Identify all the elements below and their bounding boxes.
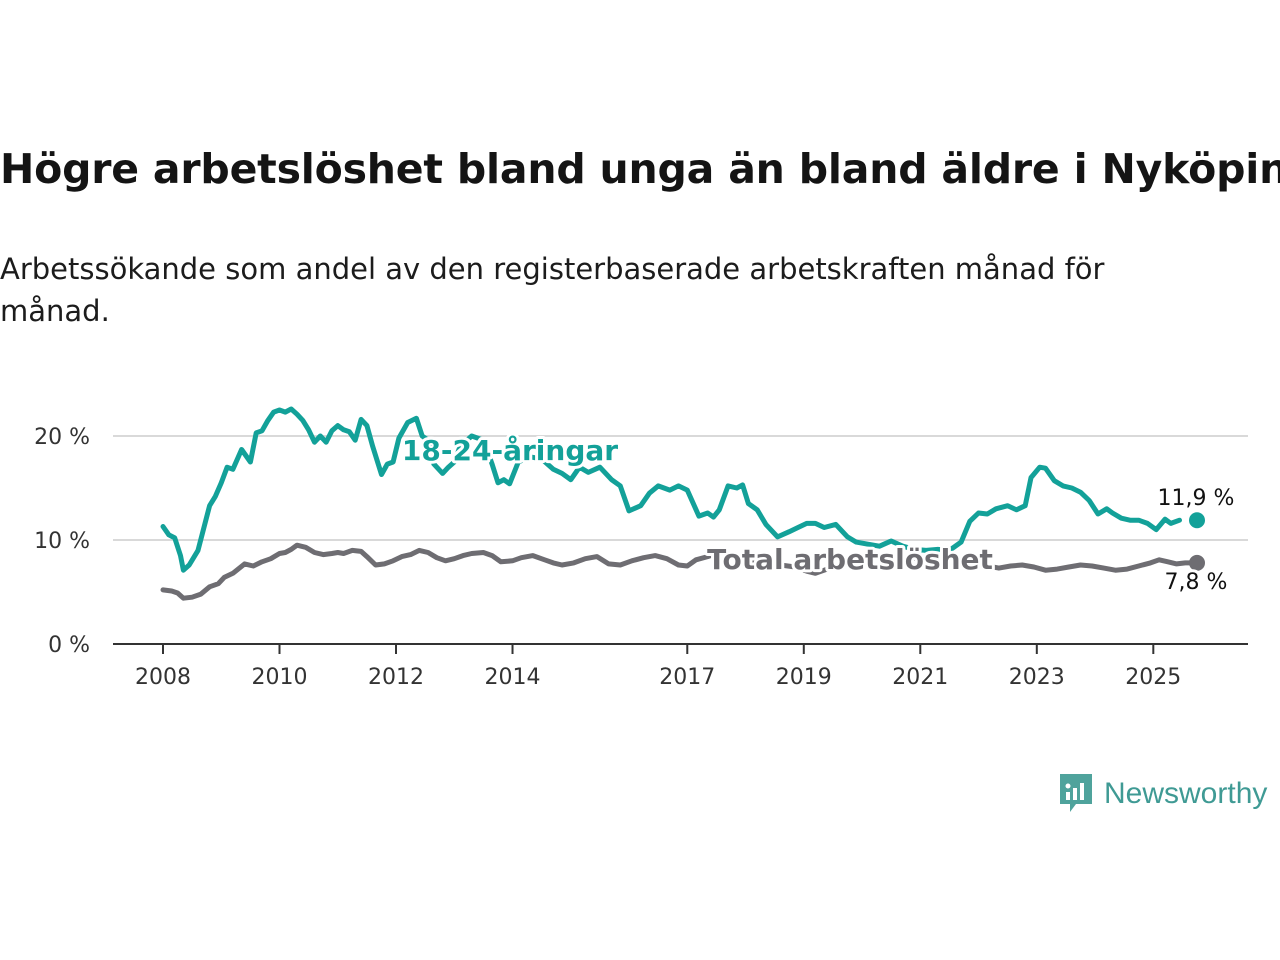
x-axis: 2008 2010 2012 2014 2017 2019 2021 2023 2025 xyxy=(113,643,1248,690)
end-label-youth: 11,9 % xyxy=(1158,486,1235,511)
series-label-total: Total arbetslöshet xyxy=(707,543,993,576)
x-tick-label: 2019 xyxy=(776,665,832,690)
end-label-total-halo: 7,8 % xyxy=(1165,570,1228,595)
end-label-youth-halo: 11,9 % xyxy=(1158,486,1235,511)
endpoint-youth xyxy=(1189,512,1205,529)
x-tick-label: 2017 xyxy=(659,665,715,690)
series-line-total xyxy=(160,542,1200,601)
x-tick-label: 2025 xyxy=(1125,665,1181,690)
series-label-total-halo: Total arbetslöshet xyxy=(707,543,993,576)
x-tick-label: 2023 xyxy=(1009,665,1065,690)
series-line-youth xyxy=(160,406,1182,573)
chart-title: Högre arbetslöshet bland unga än bland ä… xyxy=(0,145,1280,193)
gridlines xyxy=(113,435,1248,541)
y-axis-labels: 0 % 10 % 20 % xyxy=(34,425,90,658)
y-tick-label: 20 % xyxy=(34,425,90,450)
series-lines xyxy=(160,406,1200,601)
x-tick-label: 2021 xyxy=(892,665,948,690)
x-tick-label: 2014 xyxy=(485,665,541,690)
x-tick-label: 2010 xyxy=(252,665,308,690)
x-tick-label: 2008 xyxy=(135,665,191,690)
chart-subtitle: Arbetssökande som andel av den registerb… xyxy=(0,252,1105,328)
y-tick-label: 10 % xyxy=(34,529,90,554)
series-label-youth-halo: 18-24-åringar xyxy=(402,434,618,467)
newsworthy-logo[interactable]: Newsworthy xyxy=(1058,772,1267,816)
end-label-total: 7,8 % xyxy=(1165,570,1228,595)
endpoint-total xyxy=(1189,554,1205,571)
brand-name: Newsworthy xyxy=(1104,777,1268,810)
y-tick-label: 0 % xyxy=(48,633,90,658)
x-tick-label: 2012 xyxy=(368,665,424,690)
series-label-youth: 18-24-åringar xyxy=(402,434,618,467)
newsworthy-logo-icon xyxy=(1060,774,1092,812)
line-chart: 0 % 10 % 20 % 2008 2010 2012 2014 2017 2019 2021… xyxy=(34,406,1248,690)
